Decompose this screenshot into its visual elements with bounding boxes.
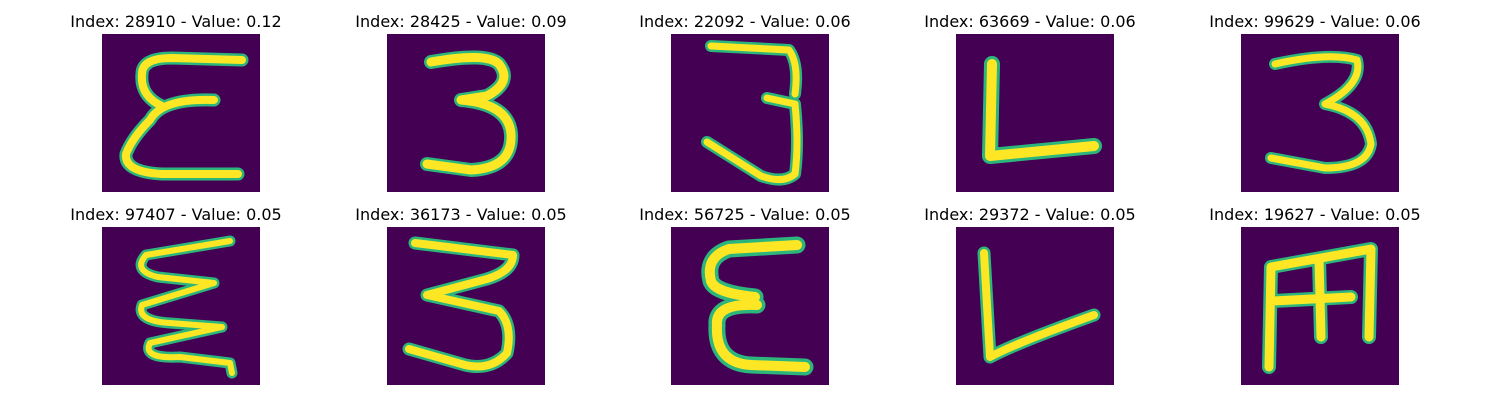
digit-image xyxy=(387,34,545,192)
panel-title: Index: 29372 - Value: 0.05 xyxy=(924,205,1136,224)
panel-title: Index: 97407 - Value: 0.05 xyxy=(70,205,282,224)
digit-image xyxy=(1241,34,1399,192)
panel-title: Index: 36173 - Value: 0.05 xyxy=(355,205,567,224)
image-panel-2: Index: 28425 - Value: 0.09 xyxy=(336,0,586,192)
image-panel-9: Index: 29372 - Value: 0.05 xyxy=(905,193,1155,385)
image-panel-7: Index: 36173 - Value: 0.05 xyxy=(336,193,586,385)
image-panel-3: Index: 22092 - Value: 0.06 xyxy=(620,0,870,192)
image-panel-1: Index: 28910 - Value: 0.12 xyxy=(51,0,301,192)
image-panel-5: Index: 99629 - Value: 0.06 xyxy=(1190,0,1440,192)
panel-title: Index: 28425 - Value: 0.09 xyxy=(355,12,567,31)
image-panel-6: Index: 97407 - Value: 0.05 xyxy=(51,193,301,385)
panel-title: Index: 22092 - Value: 0.06 xyxy=(639,12,851,31)
image-panel-4: Index: 63669 - Value: 0.06 xyxy=(905,0,1155,192)
image-panel-8: Index: 56725 - Value: 0.05 xyxy=(620,193,870,385)
digit-image xyxy=(956,227,1114,385)
panel-title: Index: 99629 - Value: 0.06 xyxy=(1209,12,1421,31)
digit-image xyxy=(956,34,1114,192)
digit-image xyxy=(671,34,829,192)
digit-image xyxy=(1241,227,1399,385)
panel-title: Index: 19627 - Value: 0.05 xyxy=(1209,205,1421,224)
digit-image xyxy=(671,227,829,385)
panel-title: Index: 63669 - Value: 0.06 xyxy=(924,12,1136,31)
panel-title: Index: 28910 - Value: 0.12 xyxy=(70,12,282,31)
image-panel-10: Index: 19627 - Value: 0.05 xyxy=(1190,193,1440,385)
digit-image xyxy=(102,34,260,192)
digit-image xyxy=(102,227,260,385)
panel-title: Index: 56725 - Value: 0.05 xyxy=(639,205,851,224)
digit-image xyxy=(387,227,545,385)
